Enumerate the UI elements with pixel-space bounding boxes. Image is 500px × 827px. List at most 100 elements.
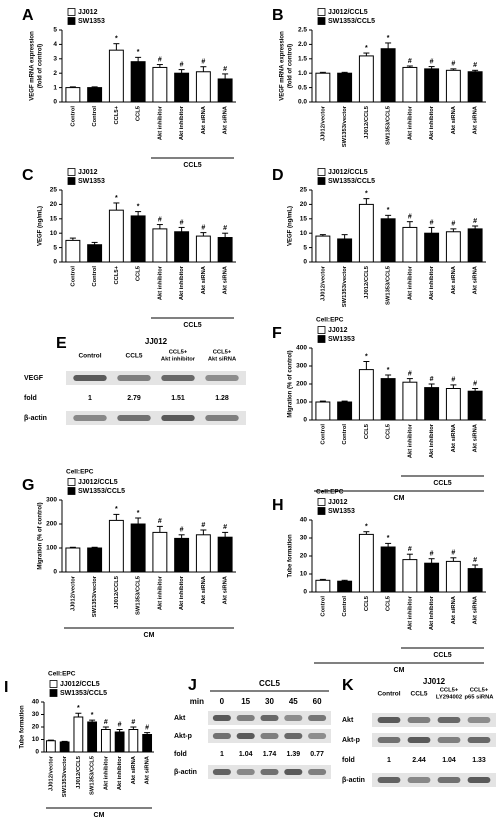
- blot-band: [73, 375, 107, 381]
- row-label: β-actin: [174, 769, 197, 776]
- column-label: 30: [265, 697, 274, 706]
- bar: [45, 740, 56, 753]
- panel-letter: C: [22, 167, 34, 184]
- y-tick-label: 300: [46, 497, 57, 504]
- x-tick-label: Akt siRNA: [451, 423, 457, 452]
- blot-header: JJ012: [423, 677, 446, 686]
- y-tick-label: 1.5: [298, 56, 307, 63]
- x-tick-label: JJ012/CCL5: [114, 575, 120, 609]
- y-axis-label: VEGF mRNA expression: [30, 31, 36, 101]
- panel-letter: D: [272, 167, 284, 184]
- x-tick-label: SW1353/CCL5: [136, 575, 142, 615]
- column-label: CCL5: [411, 691, 428, 698]
- bar: [195, 235, 211, 263]
- significance-mark: #: [201, 59, 205, 66]
- row-label: β-actin: [342, 777, 365, 784]
- blot-strip: [66, 371, 246, 385]
- y-axis-label: VEGF mRNA expression: [280, 31, 286, 101]
- bar: [152, 531, 168, 573]
- cell-note: Cell:EPC: [316, 317, 344, 324]
- x-tick-label: CCL5+: [114, 265, 120, 284]
- significance-mark: #: [430, 219, 434, 226]
- legend-swatch: [49, 689, 58, 697]
- y-tick-label: 1.0: [298, 70, 307, 77]
- bar: [217, 78, 233, 103]
- significance-mark: #: [430, 376, 434, 383]
- legend-label: SW1353: [78, 18, 105, 25]
- y-tick-label: 0: [303, 259, 307, 266]
- x-tick-label: Akt siRNA: [473, 105, 479, 134]
- y-tick-label: 5: [303, 244, 307, 251]
- y-tick-label: 1: [53, 84, 57, 91]
- panel-letter: I: [4, 679, 8, 696]
- bar: [402, 559, 418, 593]
- x-tick-label: Akt inhibitor: [407, 265, 413, 300]
- significance-mark: *: [91, 712, 94, 719]
- column-title: min: [190, 697, 204, 706]
- legend-swatch: [67, 177, 76, 185]
- x-tick-label: Akt inhibitor: [407, 105, 413, 140]
- legend-swatch: [317, 177, 326, 185]
- legend-label: SW1353: [328, 508, 355, 515]
- cell-note: Cell:EPC: [48, 671, 76, 678]
- bar: [152, 228, 168, 263]
- significance-mark: #: [223, 225, 227, 232]
- panel-letter: E: [56, 335, 67, 352]
- legend-label: SW1353/CCL5: [328, 18, 375, 25]
- x-tick-label: SW1353/vector: [342, 105, 348, 147]
- row-label: fold: [24, 395, 37, 402]
- fold-value: 1.28: [215, 395, 229, 402]
- x-tick-label: SW1353/CCL5: [386, 265, 392, 305]
- bar: [130, 523, 146, 573]
- blot-band: [260, 715, 279, 721]
- blot-band: [212, 715, 231, 721]
- legend-label: JJ012: [78, 9, 98, 16]
- group-label: CCL5: [433, 652, 451, 659]
- column-label: CCL5: [126, 353, 143, 360]
- significance-mark: #: [408, 546, 412, 553]
- y-axis-label: VEGF (ng/mL): [38, 206, 44, 246]
- y-tick-label: 30: [32, 711, 40, 718]
- x-tick-label: Control: [92, 266, 98, 287]
- y-tick-label: 0.5: [298, 84, 307, 91]
- row-label: VEGF: [24, 375, 44, 382]
- column-label: 45: [289, 697, 298, 706]
- y-tick-label: 0: [53, 259, 57, 266]
- y-tick-label: 10: [300, 230, 308, 237]
- bar: [100, 729, 111, 753]
- blot-band: [308, 769, 327, 775]
- x-tick-label: Akt siRNA: [473, 595, 479, 624]
- legend-label: JJ012/CCL5: [78, 479, 118, 486]
- y-tick-label: 25: [50, 187, 58, 194]
- significance-mark: *: [115, 36, 118, 43]
- row-label: Akt: [174, 715, 186, 722]
- bar: [108, 519, 124, 573]
- x-tick-label: Akt inhibitor: [157, 575, 163, 610]
- legend-swatch: [67, 478, 76, 486]
- column-label: p65 siRNA: [465, 695, 495, 701]
- blot-band: [437, 717, 461, 723]
- blot-strip: [372, 713, 496, 727]
- x-tick-label: Akt inhibitor: [429, 423, 435, 458]
- y-tick-label: 25: [300, 187, 308, 194]
- x-tick-label: Akt inhibitor: [429, 595, 435, 630]
- bar: [152, 66, 168, 103]
- blot-band: [467, 777, 491, 783]
- x-tick-label: Control: [70, 106, 76, 127]
- significance-mark: *: [365, 524, 368, 531]
- blot-band: [284, 733, 303, 739]
- x-tick-label: Akt inhibitor: [407, 423, 413, 458]
- x-tick-label: JJ012/CCL5: [76, 755, 82, 789]
- legend-swatch: [317, 17, 326, 25]
- bar: [445, 388, 461, 421]
- x-tick-label: Akt siRNA: [201, 575, 207, 604]
- bar: [315, 579, 331, 593]
- x-tick-label: Akt siRNA: [451, 595, 457, 624]
- x-tick-label: JJ012/vector: [320, 265, 326, 301]
- x-tick-label: Akt siRNA: [223, 575, 229, 604]
- y-tick-label: 0: [53, 569, 57, 576]
- cell-note: Cell:EPC: [66, 469, 94, 476]
- fold-value: 1.74: [263, 751, 277, 758]
- panel-letter: H: [272, 497, 284, 514]
- legend-swatch: [317, 8, 326, 16]
